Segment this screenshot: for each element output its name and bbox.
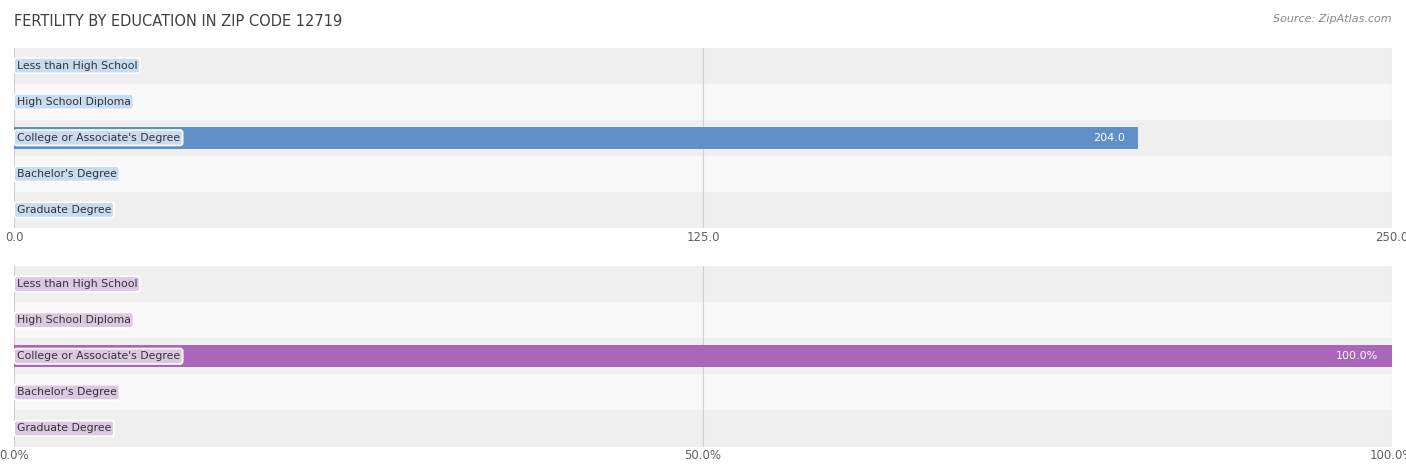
Bar: [14, 302, 1392, 338]
Text: FERTILITY BY EDUCATION IN ZIP CODE 12719: FERTILITY BY EDUCATION IN ZIP CODE 12719: [14, 14, 342, 29]
Bar: [14, 120, 1392, 156]
Text: 100.0%: 100.0%: [1336, 351, 1378, 361]
Text: 0.0%: 0.0%: [25, 423, 53, 434]
Text: 0.0: 0.0: [25, 60, 42, 71]
Text: Less than High School: Less than High School: [17, 279, 138, 289]
Text: High School Diploma: High School Diploma: [17, 315, 131, 325]
Bar: [14, 410, 1392, 446]
Text: 0.0: 0.0: [25, 96, 42, 107]
Text: Bachelor's Degree: Bachelor's Degree: [17, 169, 117, 179]
Text: Bachelor's Degree: Bachelor's Degree: [17, 387, 117, 398]
Text: High School Diploma: High School Diploma: [17, 96, 131, 107]
Text: College or Associate's Degree: College or Associate's Degree: [17, 351, 180, 361]
Bar: [14, 84, 1392, 120]
Text: 0.0%: 0.0%: [25, 315, 53, 325]
Bar: [14, 126, 1139, 149]
Bar: [14, 156, 1392, 192]
Bar: [14, 192, 1392, 228]
Bar: [14, 338, 1392, 374]
Text: Graduate Degree: Graduate Degree: [17, 423, 111, 434]
Text: 0.0: 0.0: [25, 205, 42, 215]
Text: 0.0: 0.0: [25, 169, 42, 179]
Bar: [14, 266, 1392, 302]
Text: Source: ZipAtlas.com: Source: ZipAtlas.com: [1274, 14, 1392, 24]
Text: 0.0%: 0.0%: [25, 279, 53, 289]
Text: Less than High School: Less than High School: [17, 60, 138, 71]
Text: Graduate Degree: Graduate Degree: [17, 205, 111, 215]
Text: 204.0: 204.0: [1092, 133, 1125, 143]
Text: 0.0%: 0.0%: [25, 387, 53, 398]
Bar: [14, 374, 1392, 410]
Bar: [14, 48, 1392, 84]
Text: College or Associate's Degree: College or Associate's Degree: [17, 133, 180, 143]
Bar: [14, 345, 1392, 368]
